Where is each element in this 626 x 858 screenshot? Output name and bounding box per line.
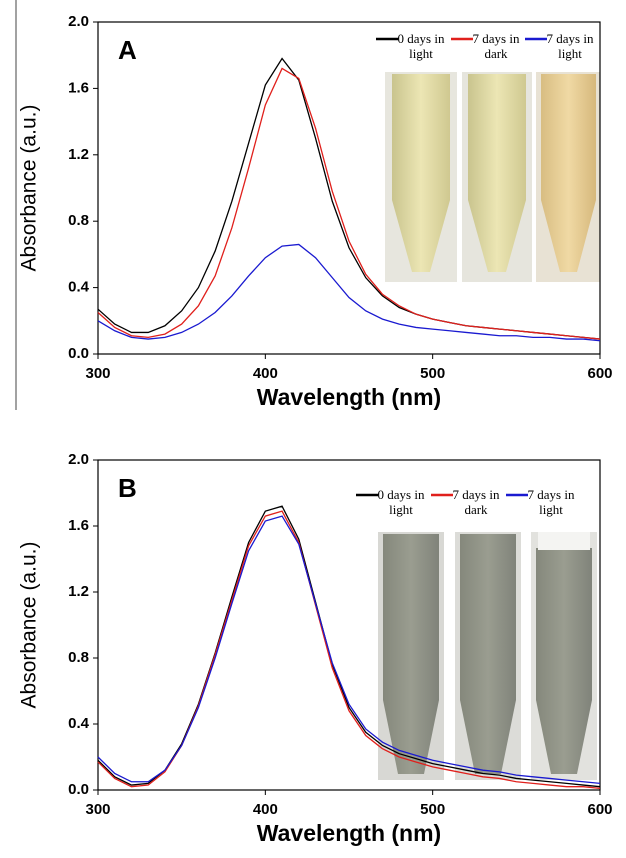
legend-item: 7 days in dark — [452, 487, 500, 517]
y-axis-title: Absorbance (a.u.) — [18, 542, 41, 709]
legend-item: 7 days in light — [527, 487, 575, 517]
legend-item: 0 days in light — [377, 487, 425, 517]
legend-item: 7 days in dark — [472, 31, 520, 61]
plot-frame — [97, 459, 601, 791]
x-axis-title: Wavelength (nm) — [257, 820, 441, 846]
series-line — [97, 510, 601, 789]
y-tick-label: 1.6 — [68, 517, 89, 534]
plot-frame — [97, 21, 601, 355]
legend-label: 7 days in dark — [472, 31, 520, 61]
y-tick-label: 1.2 — [68, 146, 89, 163]
y-tick-label: 0.0 — [68, 345, 89, 362]
panel-label: B — [118, 473, 137, 503]
x-tick-label: 400 — [253, 365, 278, 382]
y-tick-label: 0.8 — [68, 212, 89, 229]
y-tick-label: 0.0 — [68, 781, 89, 798]
y-tick-label: 0.8 — [68, 649, 89, 666]
legend-label: 7 days in light — [546, 31, 594, 61]
legend-item: 7 days in light — [546, 31, 594, 61]
y-tick-label: 2.0 — [68, 451, 89, 468]
legend-label: 7 days in dark — [452, 487, 500, 517]
legend-label: 0 days in light — [377, 487, 425, 517]
legend-label: 0 days in light — [397, 31, 445, 61]
series-line — [97, 515, 601, 785]
y-tick-label: 0.4 — [68, 279, 90, 296]
y-axis-title: Absorbance (a.u.) — [18, 105, 41, 272]
y-tick-label: 2.0 — [68, 13, 89, 30]
x-axis-title: Wavelength (nm) — [257, 384, 441, 410]
x-tick-label: 300 — [85, 801, 110, 818]
x-tick-label: 600 — [587, 365, 612, 382]
y-tick-label: 0.4 — [68, 715, 90, 732]
legend-item: 0 days in light — [397, 31, 445, 61]
series-line — [97, 67, 601, 340]
legend-label: 7 days in light — [527, 487, 575, 517]
y-tick-label: 1.6 — [68, 79, 89, 96]
x-tick-label: 500 — [420, 365, 445, 382]
y-tick-label: 1.2 — [68, 583, 89, 600]
x-tick-label: 400 — [253, 801, 278, 818]
series-line — [97, 243, 601, 342]
x-tick-label: 500 — [420, 801, 445, 818]
tubes-b — [378, 532, 597, 780]
series-line — [97, 505, 601, 788]
x-tick-label: 300 — [85, 365, 110, 382]
tubes-a — [385, 72, 600, 282]
x-tick-label: 600 — [587, 801, 612, 818]
panel-label: A — [118, 35, 137, 65]
